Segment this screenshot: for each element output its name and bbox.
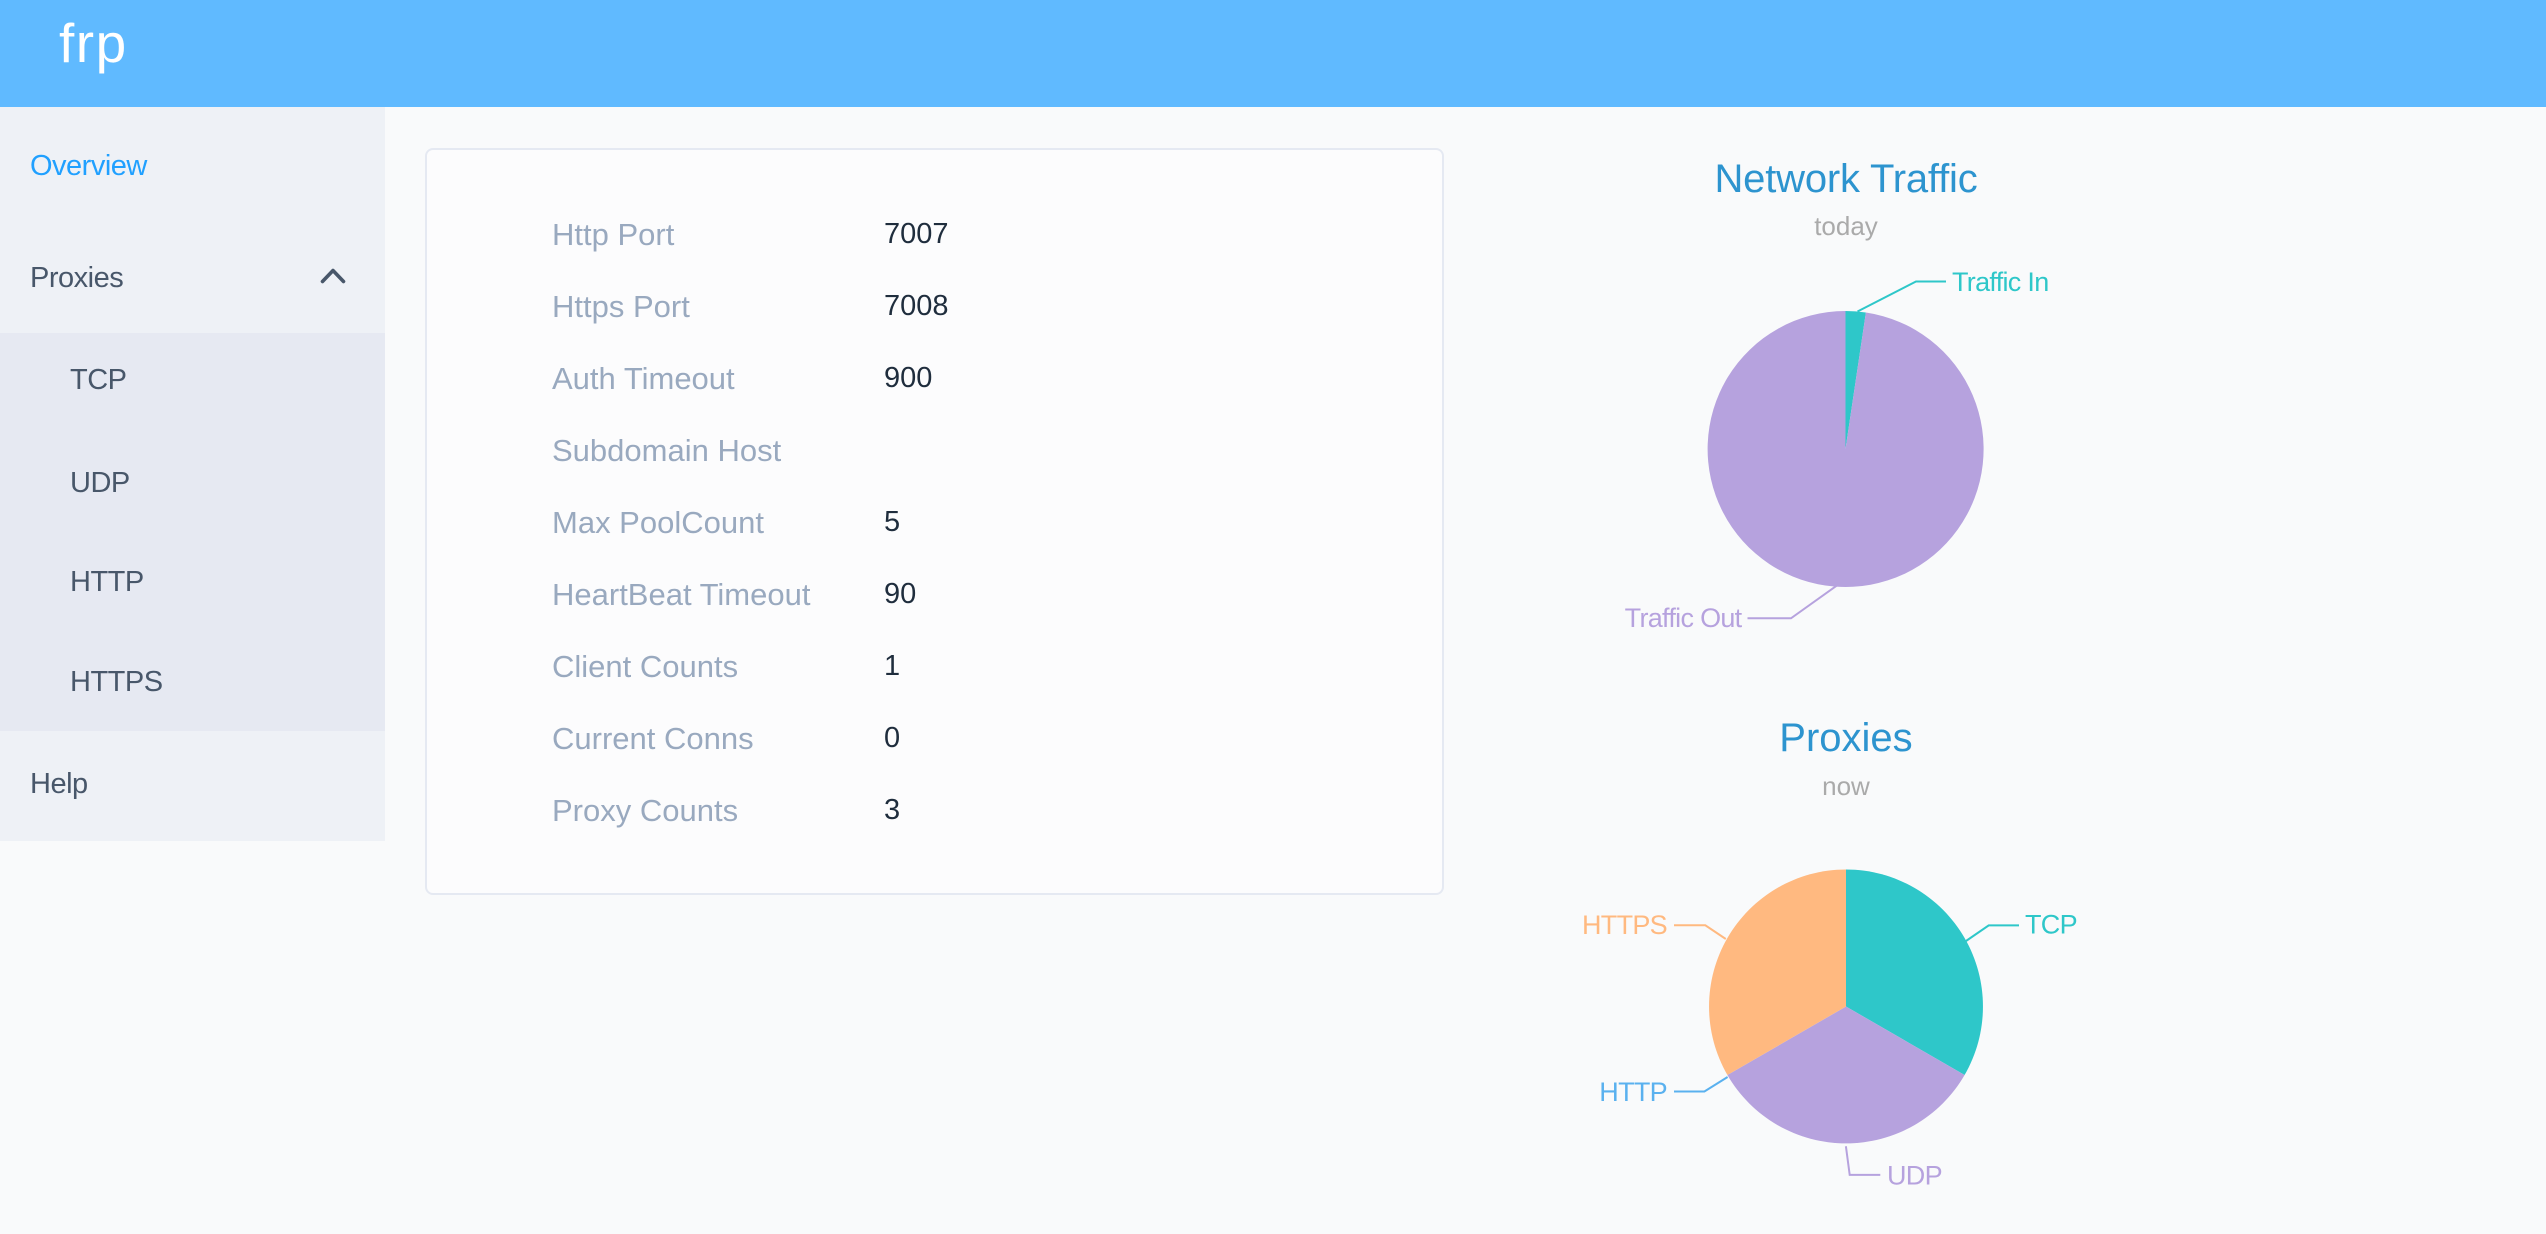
svg-text:HTTP: HTTP [1599, 1077, 1667, 1107]
svg-text:HTTPS: HTTPS [1582, 910, 1667, 940]
svg-text:Traffic In: Traffic In [1952, 267, 2049, 297]
svg-text:Traffic Out: Traffic Out [1625, 603, 1743, 633]
svg-text:UDP: UDP [1887, 1161, 1942, 1191]
svg-text:TCP: TCP [2025, 910, 2077, 940]
